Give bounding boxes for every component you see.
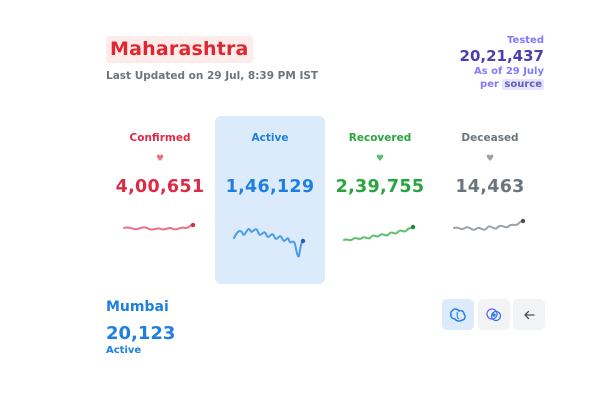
source-link[interactable]: source xyxy=(502,79,544,90)
bubble-map-button[interactable] xyxy=(478,299,510,330)
level-cards: Confirmed ♥ 4,00,651 Active ♥ 1,46,129 R… xyxy=(105,116,545,284)
level-card-recovered[interactable]: Recovered ♥ 2,39,755 xyxy=(325,116,435,284)
tested-value: 20,21,437 xyxy=(459,47,544,65)
level-value-recovered: 2,39,755 xyxy=(335,177,425,197)
district-map-icon xyxy=(449,307,466,322)
sparkline-active xyxy=(233,228,306,258)
heart-icon: ♥ xyxy=(375,154,385,164)
tested-source-row: per source xyxy=(460,78,544,91)
level-card-confirmed[interactable]: Confirmed ♥ 4,00,651 xyxy=(105,116,215,284)
sparkline-confirmed xyxy=(123,222,196,231)
level-card-active[interactable]: Active ♥ 1,46,129 xyxy=(215,116,325,284)
sparkline-recovered xyxy=(343,224,416,242)
state-title: Maharashtra xyxy=(106,36,253,63)
level-value-active: 1,46,129 xyxy=(225,177,315,197)
district-value: 20,123 xyxy=(106,323,176,344)
level-value-confirmed: 4,00,651 xyxy=(115,177,205,197)
level-title-recovered: Recovered xyxy=(348,132,412,144)
arrow-left-icon xyxy=(524,310,535,319)
tested-label: Tested xyxy=(507,35,544,46)
heart-icon: ♥ xyxy=(265,154,275,164)
tested-panel: Tested 20,21,437 As of 29 July per sourc… xyxy=(460,34,544,91)
bubble-map-icon xyxy=(486,307,502,321)
level-value-deceased: 14,463 xyxy=(455,177,525,197)
level-title-deceased: Deceased xyxy=(461,132,519,144)
level-card-deceased[interactable]: Deceased ♥ 14,463 xyxy=(435,116,545,284)
sparkline-deceased xyxy=(453,218,526,231)
heart-icon: ♥ xyxy=(155,154,165,164)
tested-as-of: As of 29 July xyxy=(473,66,544,77)
district-map-button[interactable] xyxy=(442,299,474,330)
level-title-confirmed: Confirmed xyxy=(129,132,191,144)
district-metric: Active xyxy=(106,345,142,356)
last-updated: Last Updated on 29 Jul, 8:39 PM IST xyxy=(106,70,319,82)
tested-per-label: per xyxy=(480,79,499,90)
heart-icon: ♥ xyxy=(485,154,495,164)
back-button[interactable] xyxy=(513,299,545,330)
level-title-active: Active xyxy=(251,132,289,144)
district-name: Mumbai xyxy=(106,299,169,315)
